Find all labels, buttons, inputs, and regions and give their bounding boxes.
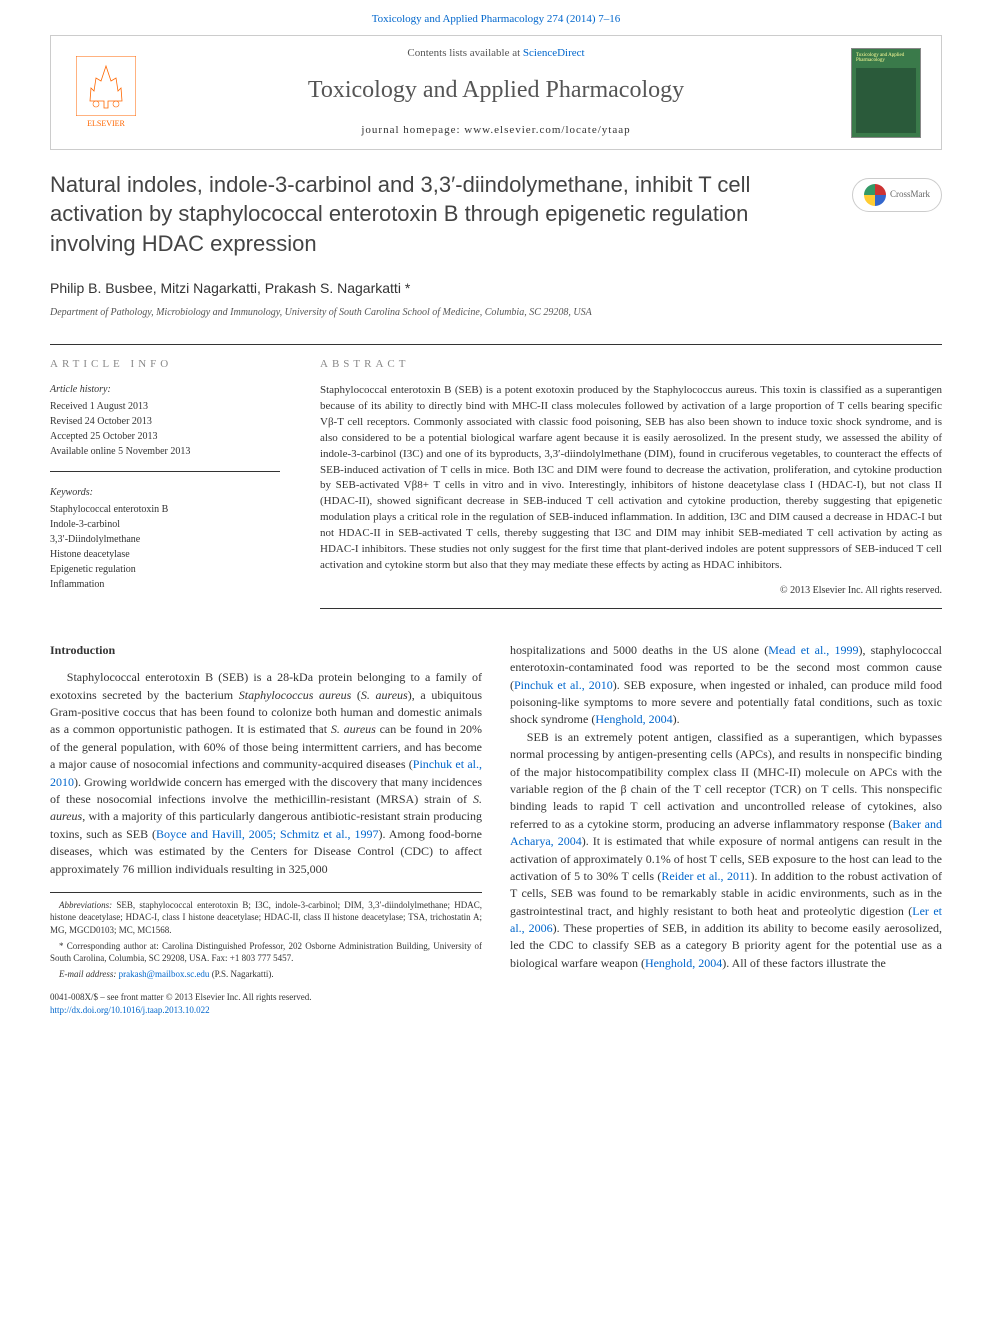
- keyword: Epigenetic regulation: [50, 562, 280, 577]
- footnotes: Abbreviations: SEB, staphylococcal enter…: [50, 892, 482, 981]
- body-column-right: hospitalizations and 5000 deaths in the …: [510, 642, 942, 984]
- article-title: Natural indoles, indole-3-carbinol and 3…: [50, 170, 832, 259]
- article-info-heading: ARTICLE INFO: [50, 357, 280, 372]
- keywords-label: Keywords:: [50, 486, 280, 500]
- email-link[interactable]: prakash@mailbox.sc.edu: [119, 969, 210, 979]
- date-revised: Revised 24 October 2013: [50, 414, 280, 429]
- contents-prefix: Contents lists available at: [407, 47, 522, 59]
- crossmark-badge[interactable]: CrossMark: [852, 178, 942, 212]
- date-received: Received 1 August 2013: [50, 399, 280, 414]
- homepage-line: journal homepage: www.elsevier.com/locat…: [141, 123, 851, 138]
- crossmark-icon: [864, 184, 886, 206]
- keyword: 3,3′-Diindolylmethane: [50, 532, 280, 547]
- keyword: Inflammation: [50, 577, 280, 592]
- citation-link[interactable]: Boyce and Havill, 2005; Schmitz et al., …: [156, 827, 378, 841]
- affiliation: Department of Pathology, Microbiology an…: [50, 306, 942, 320]
- elsevier-name: ELSEVIER: [87, 118, 125, 129]
- cover-image: [856, 68, 916, 133]
- corresponding-mark: *: [405, 280, 410, 296]
- citation-link[interactable]: Reider et al., 2011: [661, 869, 750, 883]
- journal-header: ELSEVIER Contents lists available at Sci…: [50, 35, 942, 149]
- contents-line: Contents lists available at ScienceDirec…: [141, 46, 851, 61]
- keyword: Staphylococcal enterotoxin B: [50, 502, 280, 517]
- top-citation: Toxicology and Applied Pharmacology 274 …: [0, 0, 992, 35]
- journal-name: Toxicology and Applied Pharmacology: [141, 74, 851, 108]
- intro-paragraph-1-cont: hospitalizations and 5000 deaths in the …: [510, 642, 942, 729]
- doi-link[interactable]: http://dx.doi.org/10.1016/j.taap.2013.10…: [50, 1005, 210, 1015]
- elsevier-tree-icon: [76, 56, 136, 116]
- abstract-rule: [320, 608, 942, 609]
- body-columns: Introduction Staphylococcal enterotoxin …: [50, 642, 942, 984]
- keyword: Indole-3-carbinol: [50, 517, 280, 532]
- date-accepted: Accepted 25 October 2013: [50, 429, 280, 444]
- intro-heading: Introduction: [50, 642, 482, 659]
- crossmark-label: CrossMark: [890, 188, 930, 201]
- author-list: Philip B. Busbee, Mitzi Nagarkatti, Prak…: [50, 280, 405, 296]
- abstract-column: ABSTRACT Staphylococcal enterotoxin B (S…: [320, 357, 942, 617]
- email-footnote: E-mail address: prakash@mailbox.sc.edu (…: [50, 968, 482, 981]
- abstract-text: Staphylococcal enterotoxin B (SEB) is a …: [320, 383, 942, 574]
- abbreviations-footnote: Abbreviations: SEB, staphylococcal enter…: [50, 899, 482, 937]
- homepage-prefix: journal homepage:: [361, 124, 464, 136]
- elsevier-logo: ELSEVIER: [71, 53, 141, 133]
- corresponding-footnote: * Corresponding author at: Carolina Dist…: [50, 940, 482, 965]
- top-citation-link[interactable]: Toxicology and Applied Pharmacology 274 …: [372, 13, 621, 25]
- history-label: Article history:: [50, 383, 280, 397]
- authors: Philip B. Busbee, Mitzi Nagarkatti, Prak…: [50, 279, 942, 299]
- page-footer: 0041-008X/$ – see front matter © 2013 El…: [0, 991, 992, 1032]
- body-column-left: Introduction Staphylococcal enterotoxin …: [50, 642, 482, 984]
- footer-left: 0041-008X/$ – see front matter © 2013 El…: [50, 991, 482, 1016]
- sciencedirect-link[interactable]: ScienceDirect: [523, 47, 585, 59]
- citation-link[interactable]: Henghold, 2004: [595, 712, 672, 726]
- homepage-url[interactable]: www.elsevier.com/locate/ytaap: [464, 124, 630, 136]
- journal-cover-thumbnail: Toxicology and Applied Pharmacology: [851, 48, 921, 138]
- abstract-heading: ABSTRACT: [320, 357, 942, 372]
- citation-link[interactable]: Mead et al., 1999: [768, 643, 858, 657]
- citation-link[interactable]: Henghold, 2004: [645, 956, 722, 970]
- abstract-copyright: © 2013 Elsevier Inc. All rights reserved…: [320, 584, 942, 598]
- header-center: Contents lists available at ScienceDirec…: [141, 46, 851, 138]
- footer-copyright: 0041-008X/$ – see front matter © 2013 El…: [50, 991, 482, 1004]
- intro-paragraph-1: Staphylococcal enterotoxin B (SEB) is a …: [50, 669, 482, 878]
- cover-title: Toxicology and Applied Pharmacology: [856, 53, 916, 64]
- intro-paragraph-2: SEB is an extremely potent antigen, clas…: [510, 729, 942, 972]
- article-info-column: ARTICLE INFO Article history: Received 1…: [50, 357, 280, 617]
- date-available: Available online 5 November 2013: [50, 444, 280, 459]
- citation-link[interactable]: Pinchuk et al., 2010: [514, 678, 613, 692]
- footer-right: [510, 991, 942, 1016]
- keyword: Histone deacetylase: [50, 547, 280, 562]
